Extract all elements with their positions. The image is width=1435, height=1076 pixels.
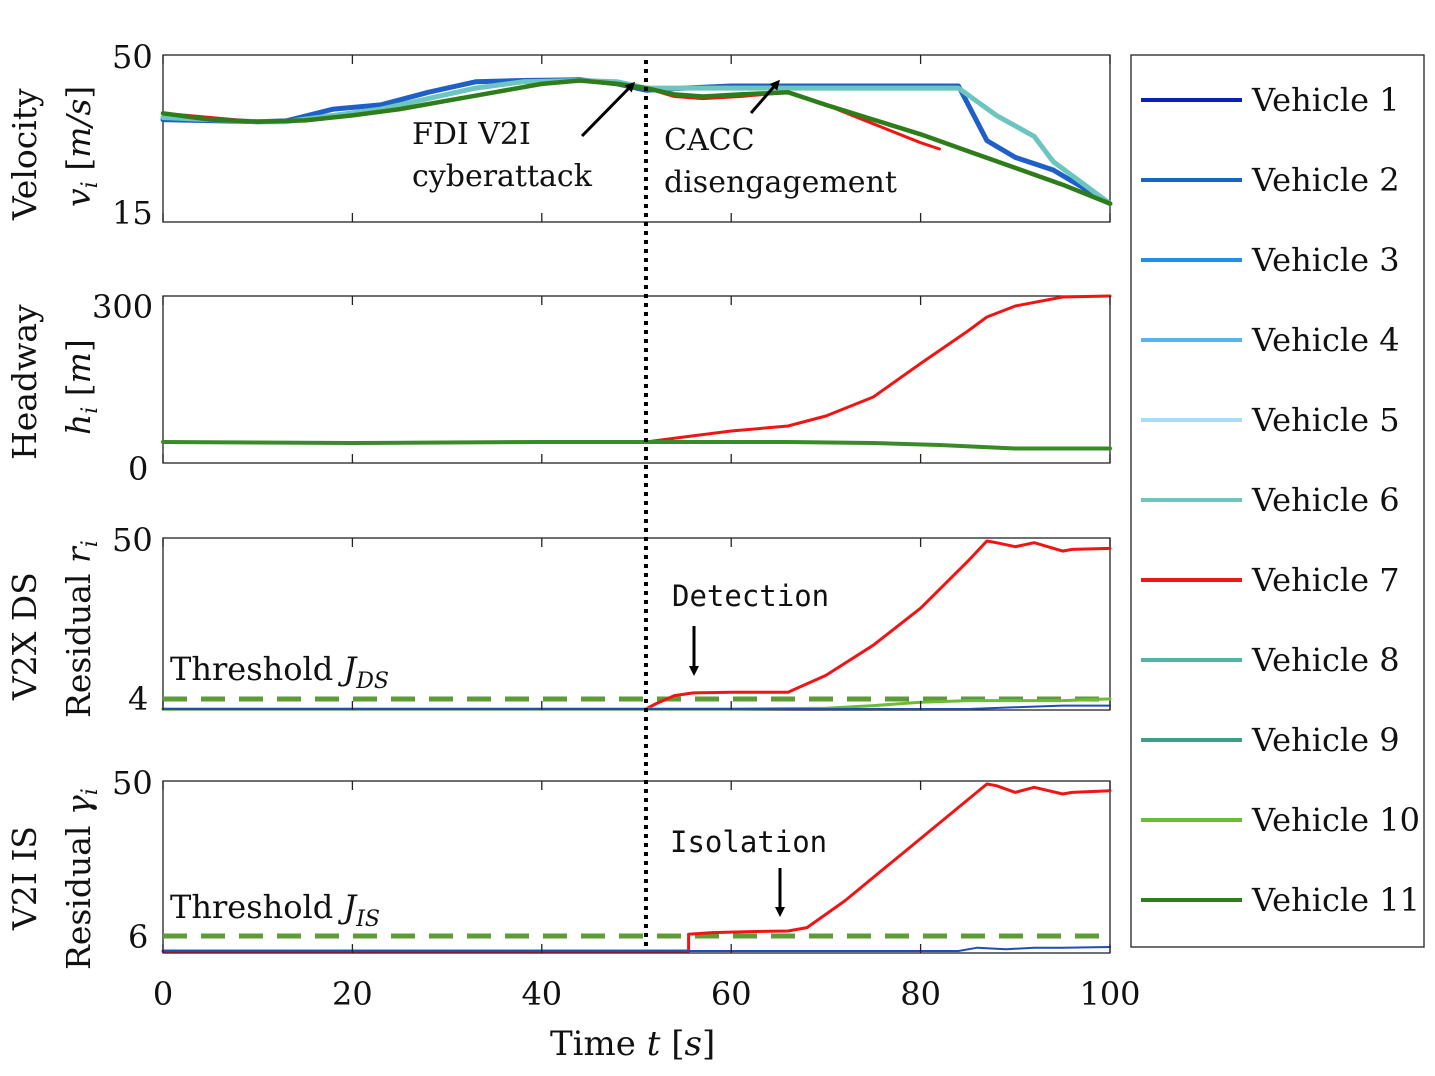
legend-label-4: Vehicle 4	[1251, 321, 1400, 359]
v2x-ds-panel: 50 4 Threshold JDS V2X DS Residual ri	[5, 521, 1112, 718]
v2i-ylabel-sym: Residual γi	[59, 788, 103, 970]
v2x-ylabel-sym: Residual ri	[59, 540, 103, 718]
x-tick-labels-group: 0 20 40 60 80 100	[153, 975, 1141, 1013]
x-axis-label: Time t [s]	[550, 1024, 715, 1064]
legend-label-1: Vehicle 1	[1251, 81, 1400, 119]
v2i_is-series-1	[161, 782, 1112, 953]
isolation-annotation: Isolation	[670, 825, 827, 859]
velocity-series-3	[161, 79, 941, 151]
cacc-annotation-line2: disengagement	[664, 165, 897, 200]
v2x-ytick-50: 50	[112, 521, 153, 559]
fdi-arrow	[580, 81, 636, 138]
headway-axes-box	[162, 295, 1111, 464]
headway-ytick-300: 300	[92, 288, 153, 326]
legend-label-9: Vehicle 9	[1251, 721, 1400, 759]
legend-label-6: Vehicle 6	[1251, 481, 1400, 519]
legend-label-8: Vehicle 8	[1251, 641, 1400, 679]
fdi-annotation-line1: FDI V2I	[412, 117, 531, 152]
v2x_ds-series-3	[162, 704, 1111, 710]
legend-label-2: Vehicle 2	[1251, 161, 1400, 199]
headway-series-group	[161, 294, 1112, 451]
legend-label-11: Vehicle 11	[1251, 881, 1420, 919]
cacc-arrow	[749, 79, 780, 114]
velocity-ytick-50: 50	[112, 38, 153, 76]
xtick-label-60: 60	[711, 975, 752, 1013]
headway-series-2	[161, 440, 1112, 451]
v2i-series-group	[161, 782, 1112, 953]
velocity-axes-box	[162, 54, 1111, 223]
v2i_is-series-2	[162, 946, 1111, 952]
velocity-ylabel-top: Velocity	[5, 88, 44, 221]
headway-panel: 300 0 Headway hi [m]	[5, 288, 1112, 488]
v2i-ytick-50: 50	[112, 764, 153, 802]
xtick-label-0: 0	[153, 975, 173, 1013]
legend-label-3: Vehicle 3	[1251, 241, 1400, 279]
ds-threshold-label: Threshold JDS	[170, 650, 389, 694]
detection-annotation: Detection	[672, 579, 829, 613]
headway-ylabel-sym: hi [m]	[59, 339, 103, 435]
velocity-ylabel-sym: vi [m/s]	[59, 86, 103, 207]
v2i-is-panel: 50 6 Threshold JIS V2I IS Residual γi	[5, 764, 1112, 970]
velocity-series-1	[160, 77, 1113, 207]
v2x-ylabel-top: V2X DS	[5, 572, 44, 701]
legend-label-5: Vehicle 5	[1251, 401, 1400, 439]
v2x_ds-series-1	[161, 539, 1112, 711]
velocity-panel: 50 15 Velocity vi [m/s]	[5, 38, 1113, 232]
headway-ylabel-top: Headway	[5, 304, 44, 460]
v2x-ytick-4: 4	[128, 680, 148, 718]
v2i-ylabel-top: V2I IS	[5, 826, 44, 931]
xtick-label-80: 80	[900, 975, 941, 1013]
legend-items: Vehicle 1 Vehicle 2 Vehicle 3 Vehicle 4 Vehi…	[1141, 81, 1420, 919]
legend: Vehicle 1 Vehicle 2 Vehicle 3 Vehicle 4 Vehi…	[1130, 54, 1425, 948]
xtick-label-100: 100	[1079, 975, 1140, 1013]
xtick-label-20: 20	[332, 975, 373, 1013]
is-threshold-label: Threshold JIS	[170, 888, 380, 932]
legend-label-10: Vehicle 10	[1251, 801, 1420, 839]
cacc-annotation-line1: CACC	[664, 123, 755, 158]
velocity-ytick-15: 15	[112, 194, 153, 232]
xtick-label-40: 40	[521, 975, 562, 1013]
headway-series-1	[161, 294, 1112, 445]
headway-ytick-0: 0	[128, 450, 148, 488]
x-ticks-group	[162, 55, 1111, 953]
velocity-series-group	[160, 77, 1113, 207]
legend-label-7: Vehicle 7	[1251, 561, 1400, 599]
v2i-ytick-6: 6	[128, 918, 148, 956]
fdi-annotation-line2: cyberattack	[412, 159, 593, 194]
v2i-is-axes-box	[162, 780, 1111, 954]
